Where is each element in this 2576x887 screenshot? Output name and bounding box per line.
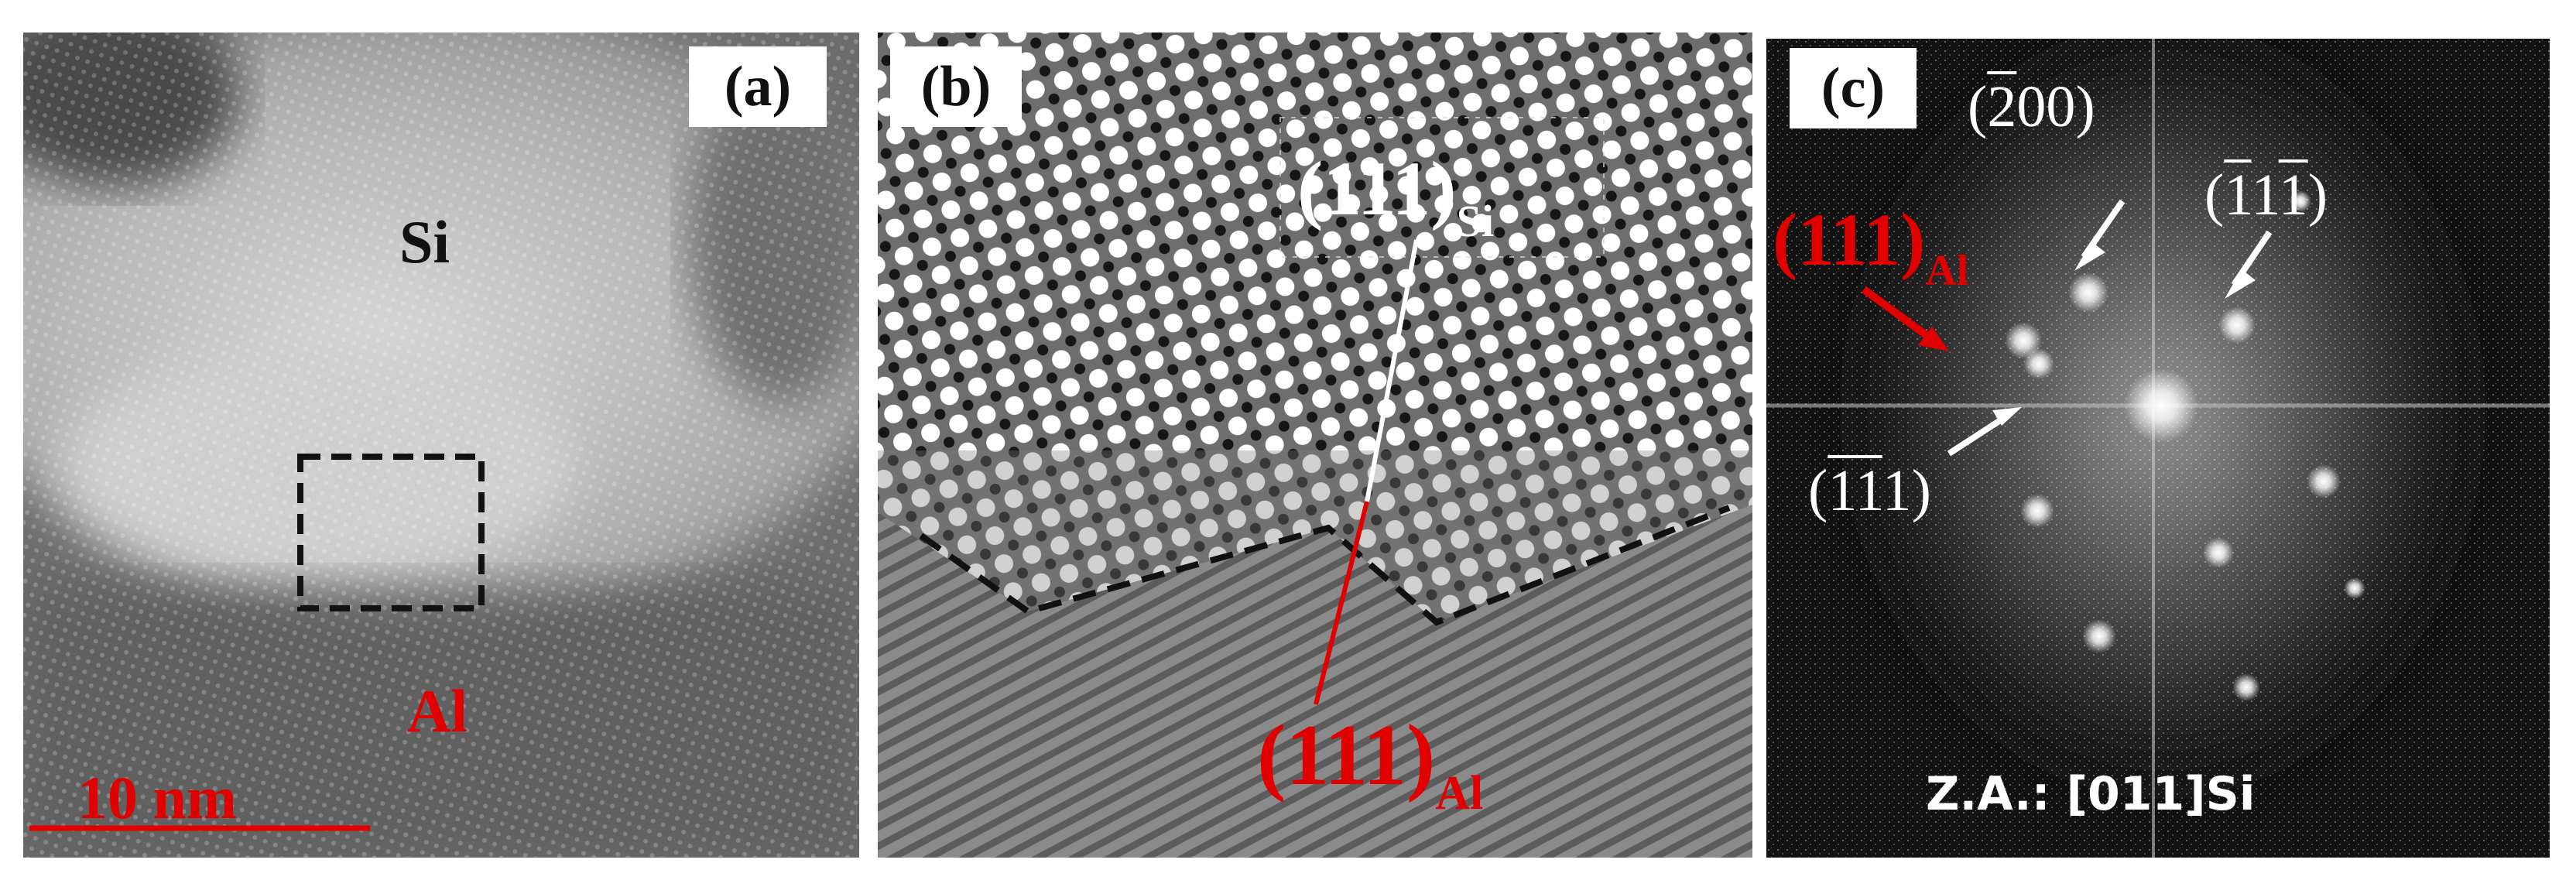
panel-b-filtered-image: (b) (111)Si (111)Al: [878, 33, 1752, 858]
spot-200-rest: 00): [2016, 74, 2095, 139]
al-spot-subscript: Al: [1925, 247, 1969, 295]
arrowhead-111-bottom: [1992, 407, 2022, 426]
spot-111-top-label: (111): [2204, 166, 2328, 224]
spot-200-label: (200): [1968, 77, 2095, 136]
si-plane-label: (111)Si: [1297, 150, 1494, 244]
panel-c-fft-pattern: (c) (200) (111) (111) (111)Al Z.A.: [011…: [1766, 39, 2550, 858]
al-region-label: Al: [407, 677, 468, 745]
al-spot-label: (111)Al: [1773, 203, 1968, 293]
spot-111-top-bar2: 1: [2278, 163, 2308, 228]
arrow-111-bottom: [1947, 413, 2009, 457]
panel-a-hrtem-image: (a) Si Al 10 nm: [23, 33, 859, 858]
roi-box: [297, 454, 485, 611]
spot-111-top-mid: 1: [2251, 163, 2279, 228]
scalebar-label: 10 nm: [77, 764, 237, 831]
zone-axis-label: Z.A.: [011]Si: [1926, 767, 2256, 821]
arrowhead-al-spot: [1918, 327, 1949, 351]
interface-trace: [919, 505, 1731, 626]
spot-111-top-open: (: [2204, 163, 2225, 228]
spot-111-bottom-label: (111): [1808, 461, 1931, 520]
al-plane-label: (111)Al: [1257, 712, 1483, 817]
si-plane-miller: (111): [1297, 146, 1457, 231]
al-spot-miller: (111): [1773, 198, 1926, 281]
panel-a-tag: (a): [689, 46, 827, 127]
panel-b-micrograph: [878, 33, 1752, 858]
si-plane-line: [1365, 239, 1419, 502]
spot-111-bottom-open: (: [1808, 458, 1828, 523]
al-plane-line: [1314, 501, 1369, 705]
spot-200-bar: 2: [1987, 74, 2017, 139]
spot-111-bottom-rest: 1): [1882, 458, 1931, 523]
panel-b-tag: (b): [890, 46, 1022, 127]
al-plane-miller: (111): [1257, 707, 1436, 803]
panel-a-micrograph: [23, 33, 859, 858]
spot-111-top-close: ): [2307, 163, 2328, 228]
panel-c-tag: (c): [1790, 48, 1917, 128]
spot-200-open: (: [1968, 74, 1988, 139]
spot-111-top-bar1: 1: [2224, 163, 2252, 228]
spot-111-bottom-bar: 11: [1828, 458, 1882, 523]
arrowhead-200: [2074, 241, 2105, 271]
al-plane-subscript: Al: [1435, 767, 1484, 820]
si-region-label: Si: [399, 208, 450, 276]
panel-c-diffractogram: [1766, 39, 2550, 858]
si-plane-subscript: Si: [1456, 196, 1494, 246]
arrowhead-111-top: [2225, 269, 2256, 299]
arrow-al-spot: [1862, 286, 1936, 344]
